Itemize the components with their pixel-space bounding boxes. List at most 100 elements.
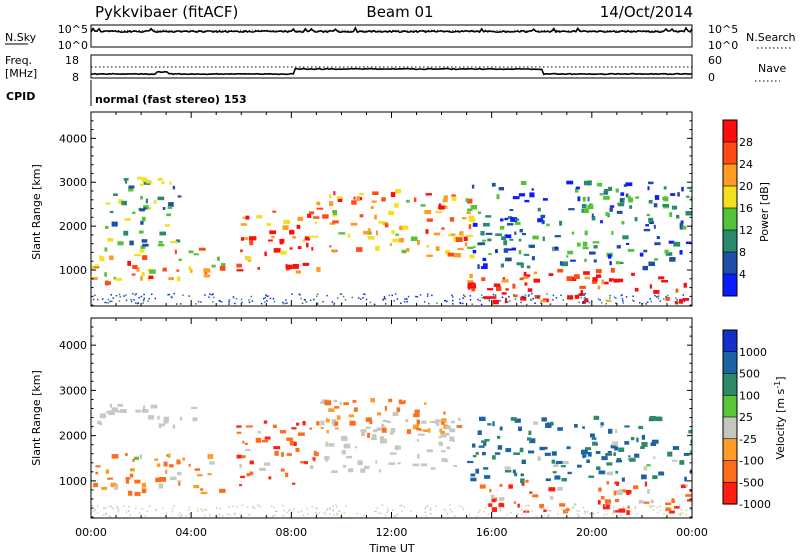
velocity-echo-cell-3 (417, 433, 425, 436)
velocity-near-range-cell (590, 512, 592, 515)
nave-label: Nave (758, 62, 786, 75)
power-near-range-cell (584, 296, 586, 299)
power-near-range-cell (142, 302, 144, 304)
power-echo-cell-1 (124, 179, 128, 184)
power-echo-cell-5 (654, 258, 659, 261)
velocity-echo-cell-3 (416, 439, 419, 442)
power-colorbar-segment (723, 142, 737, 165)
velocity-echo-cell-0 (134, 491, 141, 496)
velocity-near-range-cell (597, 511, 599, 514)
power-echo-cell-0 (147, 277, 151, 281)
power-echo-cell-0 (176, 276, 181, 282)
power-echo-cell-3 (336, 196, 342, 199)
power-near-range-cell (154, 297, 157, 300)
power-echo-cell-0 (104, 281, 111, 285)
power-near-range-cell (436, 302, 438, 305)
power-echo-cell-5 (639, 252, 644, 257)
velocity-echo-cell-3 (453, 465, 458, 468)
velocity-echo-cell-5 (650, 499, 654, 504)
power-near-range-cell (136, 302, 139, 305)
power-near-range-cell (469, 299, 472, 301)
velocity-echo-cell-3 (435, 419, 442, 423)
power-echo-cell-2 (289, 230, 295, 235)
velocity-echo-cell-2 (289, 440, 294, 446)
velocity-echo-cell-6 (544, 452, 551, 456)
velocity-echo-cell-4 (335, 427, 339, 430)
velocity-near-range-cell (197, 507, 199, 510)
velocity-near-range-cell (680, 514, 682, 516)
velocity-near-range-cell (525, 505, 527, 507)
velocity-echo-cell-3 (441, 458, 447, 462)
power-echo-cell-3 (391, 230, 395, 235)
power-near-range-cell (451, 299, 454, 302)
power-echo-cell-5 (647, 186, 650, 191)
power-echo-cell-5 (610, 205, 615, 208)
power-echo-cell-5 (483, 263, 488, 267)
velocity-echo-cell-2 (312, 457, 315, 461)
velocity-echo-cell-6 (487, 423, 492, 426)
velocity-near-range-cell (333, 514, 335, 516)
velocity-echo-cell-6 (554, 463, 559, 467)
power-near-range-cell (111, 300, 113, 303)
power-axis: 1000 2000 3000 4000 (59, 112, 693, 306)
velocity-echo-cell-6 (590, 433, 595, 438)
velocity-echo-cell-5 (627, 505, 630, 509)
velocity-near-range-cell (180, 515, 182, 517)
velocity-near-range-cell (576, 513, 579, 515)
velocity-echo-cell-3 (348, 468, 354, 473)
power-echo-cell-1 (143, 205, 149, 210)
velocity-near-range-cell (251, 505, 254, 508)
power-near-range-cell (609, 297, 611, 299)
power-near-range-cell (119, 296, 121, 298)
power-near-range-cell (580, 293, 583, 295)
power-near-range-cell (555, 297, 558, 299)
velocity-echo-cell-3 (436, 422, 440, 427)
velocity-near-range-cell (241, 504, 244, 506)
velocity-colorbar-label: Velocity [m s-1] (773, 376, 788, 459)
power-echo-cell-2 (271, 236, 275, 239)
power-echo-cell-1 (124, 218, 131, 221)
power-near-range-cell (351, 296, 353, 299)
power-echo-cell-3 (395, 233, 399, 236)
power-echo-cell-3 (413, 197, 417, 202)
power-near-range-cell (423, 301, 426, 303)
velocity-near-range-cell (200, 508, 202, 510)
velocity-near-range-cell (548, 510, 551, 512)
power-echo-cell-5 (685, 195, 690, 198)
power-near-range-cell (483, 296, 485, 298)
power-near-range-cell (176, 303, 178, 305)
power-echo-cell-5 (653, 224, 656, 229)
velocity-echo-cell-2 (261, 439, 269, 443)
power-near-range-cell (649, 298, 651, 300)
power-echo-cell-5 (616, 245, 621, 249)
power-echo-cell-4 (597, 285, 601, 290)
power-echo-cell-3 (332, 220, 339, 224)
velocity-echo-cell-0 (158, 483, 164, 489)
power-near-range-cell (317, 303, 319, 305)
velocity-echo-cell-1 (109, 403, 112, 408)
power-near-range-cell (512, 294, 515, 296)
velocity-echo-cell-2 (257, 431, 262, 434)
velocity-echo-cell-6 (595, 451, 601, 454)
velocity-echo-cell-6 (638, 425, 644, 430)
station-title: Pykkvibaer (fitACF) (95, 3, 238, 21)
power-echo-cell-2 (285, 264, 293, 270)
power-echo-cell-2 (242, 216, 246, 219)
power-echo-cell-5 (670, 193, 676, 196)
velocity-echo-cell-3 (421, 420, 427, 424)
velocity-echo-cell-4 (343, 402, 349, 405)
velocity-echo-cell-4 (370, 398, 375, 403)
velocity-near-range-cell (571, 507, 574, 509)
power-echo-cell-5 (662, 204, 670, 207)
velocity-echo-cell-6 (470, 477, 477, 482)
velocity-near-range-cell (188, 506, 191, 508)
velocity-colorbar-segment (723, 438, 737, 462)
power-near-range-cell (167, 294, 169, 296)
velocity-near-range-cell (454, 515, 456, 517)
velocity-echo-cell-5 (687, 499, 692, 502)
power-echo-cell-4 (548, 273, 554, 276)
power-echo-cell-5 (507, 248, 513, 251)
velocity-echo-cell-6 (541, 417, 547, 422)
power-echo-cell-3 (461, 217, 467, 220)
power-near-range-cell (560, 294, 562, 296)
